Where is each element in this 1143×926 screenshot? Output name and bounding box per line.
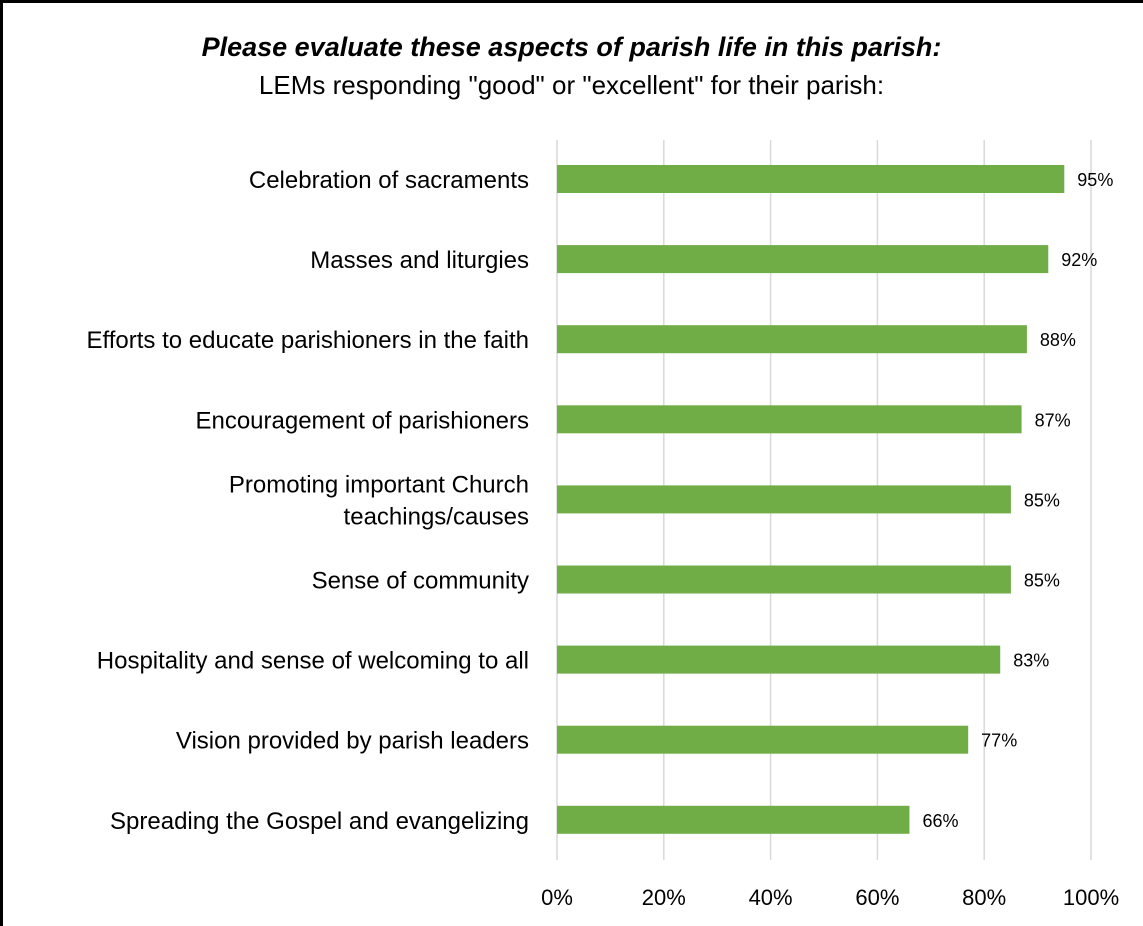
x-tick-label: 80% [962, 885, 1006, 910]
category-label: Masses and liturgies [310, 247, 529, 274]
bar [557, 325, 1027, 354]
bar [557, 805, 910, 834]
x-tick-label: 40% [749, 885, 793, 910]
data-labels: 95% 92% 88% 87% 85% 85% 83% 77% 66% [922, 170, 1113, 831]
data-label: 85% [1024, 571, 1060, 591]
data-label: 88% [1040, 330, 1076, 350]
category-label: Promoting important Church teachings/caus… [229, 471, 529, 530]
data-label: 83% [1013, 651, 1049, 671]
x-axis-ticks: 0% 20% 40% 60% 80% 100% [541, 885, 1119, 910]
x-tick-label: 100% [1063, 885, 1119, 910]
bar [557, 565, 1011, 594]
category-label: Vision provided by parish leaders [176, 728, 529, 755]
category-label: Hospitality and sense of welcoming to al… [97, 648, 529, 675]
data-label: 77% [981, 731, 1017, 751]
data-label: 92% [1061, 250, 1097, 270]
data-label: 66% [922, 811, 958, 831]
data-label: 95% [1077, 170, 1113, 190]
bar [557, 485, 1011, 514]
bar [557, 645, 1001, 674]
chart-title: Please evaluate these aspects of parish … [201, 32, 942, 62]
chart-subtitle: LEMs responding "good" or "excellent" fo… [258, 70, 885, 100]
data-label: 85% [1024, 490, 1060, 510]
bar [557, 165, 1065, 193]
category-label: Efforts to educate parishioners in the f… [87, 327, 530, 354]
category-label: Celebration of sacraments [249, 167, 529, 194]
x-tick-label: 0% [541, 885, 573, 910]
x-tick-label: 60% [855, 885, 899, 910]
category-label: Spreading the Gospel and evangelizing [110, 808, 529, 835]
category-label: Sense of community [312, 568, 529, 595]
category-label: Encouragement of parishioners [195, 407, 529, 434]
x-tick-label: 20% [642, 885, 686, 910]
bar [557, 725, 969, 754]
bars [557, 165, 1065, 834]
bar [557, 245, 1049, 274]
data-label: 87% [1035, 410, 1071, 430]
bar [557, 405, 1022, 434]
category-labels: Celebration of sacraments Masses and litu… [87, 167, 530, 835]
